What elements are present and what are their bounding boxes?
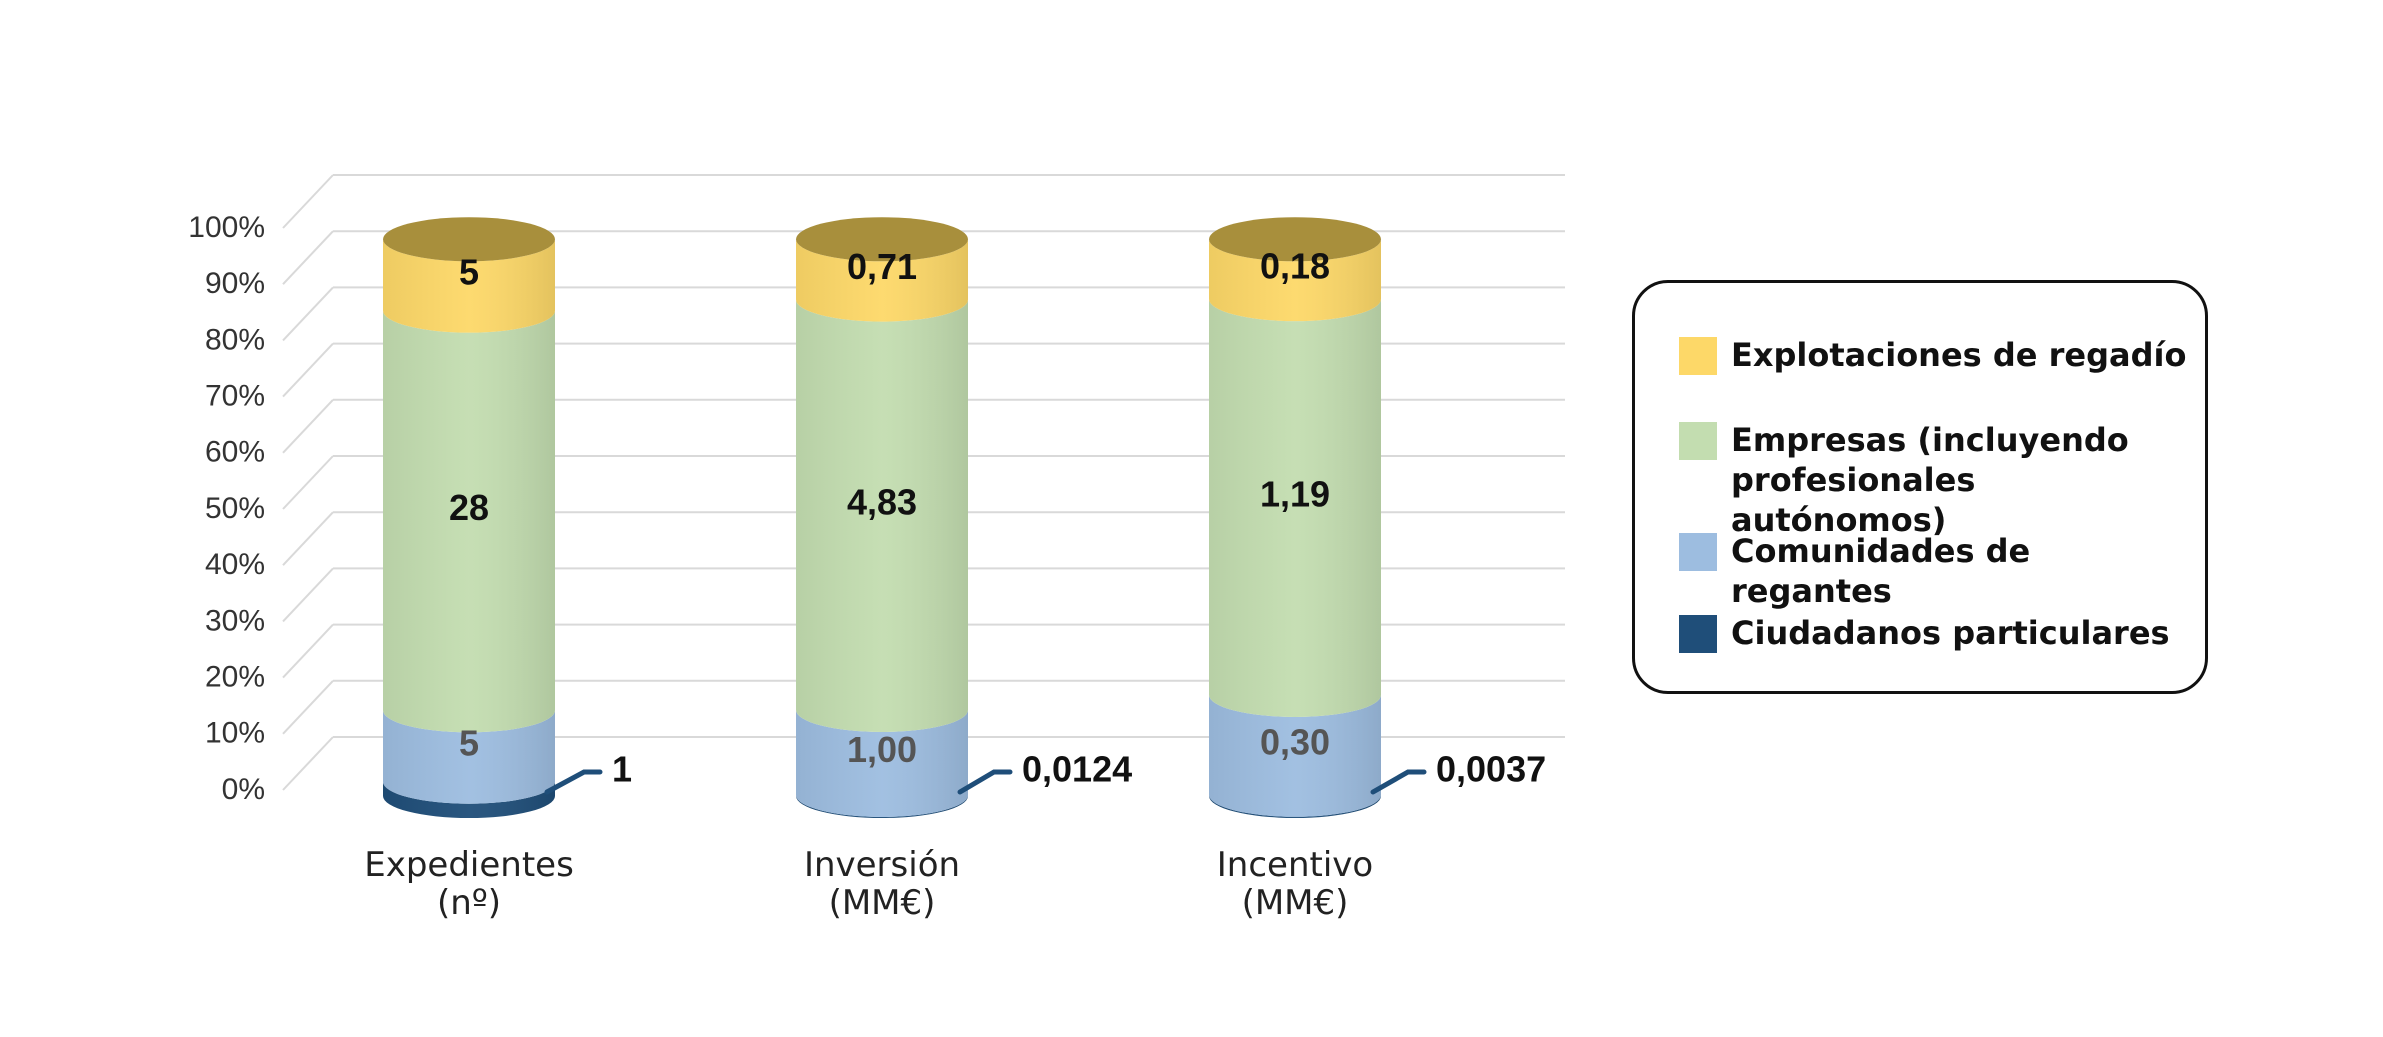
data-label: 0,71 bbox=[847, 246, 917, 287]
data-label: 28 bbox=[449, 487, 489, 528]
legend-label: Comunidades de regantes bbox=[1731, 532, 2031, 610]
data-label: 1 bbox=[612, 749, 632, 790]
bar-segment-shade bbox=[796, 709, 968, 817]
x-category-label: Incentivo (MM€) bbox=[1217, 845, 1373, 923]
y-tick-label: 30% bbox=[205, 604, 265, 637]
gridline-diagonal bbox=[282, 736, 334, 791]
bar-group bbox=[383, 217, 555, 818]
data-label: 5 bbox=[459, 251, 479, 292]
y-tick-label: 50% bbox=[205, 492, 265, 525]
callout-line bbox=[957, 769, 1013, 795]
legend-label: Ciudadanos particulares bbox=[1731, 614, 2170, 652]
bar-segment-shade bbox=[383, 781, 555, 818]
data-label: 1,00 bbox=[847, 729, 917, 770]
data-label: 0,30 bbox=[1260, 721, 1330, 762]
y-tick-label: 20% bbox=[205, 661, 265, 694]
bar-segment-shade bbox=[1209, 239, 1381, 322]
legend-item-empresas: Empresas (incluyendo profesionales autón… bbox=[1679, 420, 2201, 540]
gridline-diagonal bbox=[282, 230, 334, 285]
gridline-diagonal bbox=[282, 567, 334, 623]
gridline-diagonal bbox=[282, 399, 334, 454]
x-category-label: Expedientes (nº) bbox=[364, 845, 574, 923]
gridline-diagonal bbox=[282, 174, 334, 229]
y-tick-label: 0% bbox=[222, 773, 265, 806]
bar-top-cap bbox=[796, 217, 968, 262]
callout-line bbox=[544, 769, 603, 795]
bar-top-cap bbox=[383, 217, 555, 262]
bar-segment-shade bbox=[383, 239, 555, 333]
bar-segment-shade bbox=[383, 310, 555, 733]
legend: Explotaciones de regadío Empresas (inclu… bbox=[1632, 280, 2208, 694]
legend-swatch bbox=[1679, 533, 1717, 571]
bar-group bbox=[796, 217, 968, 818]
gridline-diagonal bbox=[282, 623, 334, 679]
gridline-diagonal bbox=[282, 511, 334, 566]
y-tick-label: 70% bbox=[205, 380, 265, 413]
y-tick-label: 100% bbox=[188, 211, 265, 244]
legend-item-ciudadanos: Ciudadanos particulares bbox=[1679, 613, 2201, 653]
legend-swatch bbox=[1679, 615, 1717, 653]
x-axis-categories: Expedientes (nº) Inversión (MM€) Incentivo (M… bbox=[364, 845, 1373, 923]
bar-top-cap bbox=[1209, 217, 1381, 262]
data-label: 0,0037 bbox=[1436, 749, 1546, 790]
gridline-diagonal bbox=[282, 680, 334, 735]
y-tick-label: 90% bbox=[205, 267, 265, 300]
bar-segment-shade bbox=[796, 239, 968, 322]
legend-label: Explotaciones de regadío bbox=[1731, 336, 2187, 374]
x-category-label: Inversión (MM€) bbox=[804, 845, 960, 923]
bar-segment-shade bbox=[383, 710, 555, 804]
gridline-diagonal bbox=[282, 342, 334, 398]
y-tick-label: 10% bbox=[205, 717, 265, 750]
y-tick-label: 80% bbox=[205, 323, 265, 356]
data-labels: 1 5 28 5 0,0124 1,00 4,83 0,71 0,0037 0,30 1,19 0,1… bbox=[449, 246, 1546, 795]
data-label: 0,18 bbox=[1260, 246, 1330, 287]
bar-segment-shade bbox=[1209, 299, 1381, 717]
bar-group bbox=[1209, 217, 1381, 818]
bar-segment-shade bbox=[1209, 694, 1381, 817]
legend-item-comunidades: Comunidades de regantes bbox=[1679, 531, 2201, 611]
legend-item-explotaciones: Explotaciones de regadío bbox=[1679, 335, 2201, 375]
bars bbox=[383, 217, 1381, 818]
data-label: 5 bbox=[459, 723, 479, 764]
gridline-diagonal bbox=[282, 455, 334, 510]
bar-segment-shade bbox=[796, 299, 968, 732]
callout-line bbox=[1370, 769, 1427, 795]
legend-swatch bbox=[1679, 337, 1717, 375]
y-axis-ticks: 0% 10% 20% 30% 40% 50% 60% 70% 80% 90% 100% bbox=[188, 211, 265, 806]
y-tick-label: 60% bbox=[205, 436, 265, 469]
data-label: 1,19 bbox=[1260, 474, 1330, 515]
y-tick-label: 40% bbox=[205, 548, 265, 581]
legend-label: Empresas (incluyendo profesionales autón… bbox=[1731, 421, 2129, 539]
data-label: 0,0124 bbox=[1022, 749, 1132, 790]
gridline-diagonal bbox=[282, 286, 334, 342]
data-label: 4,83 bbox=[847, 481, 917, 522]
legend-swatch bbox=[1679, 422, 1717, 460]
